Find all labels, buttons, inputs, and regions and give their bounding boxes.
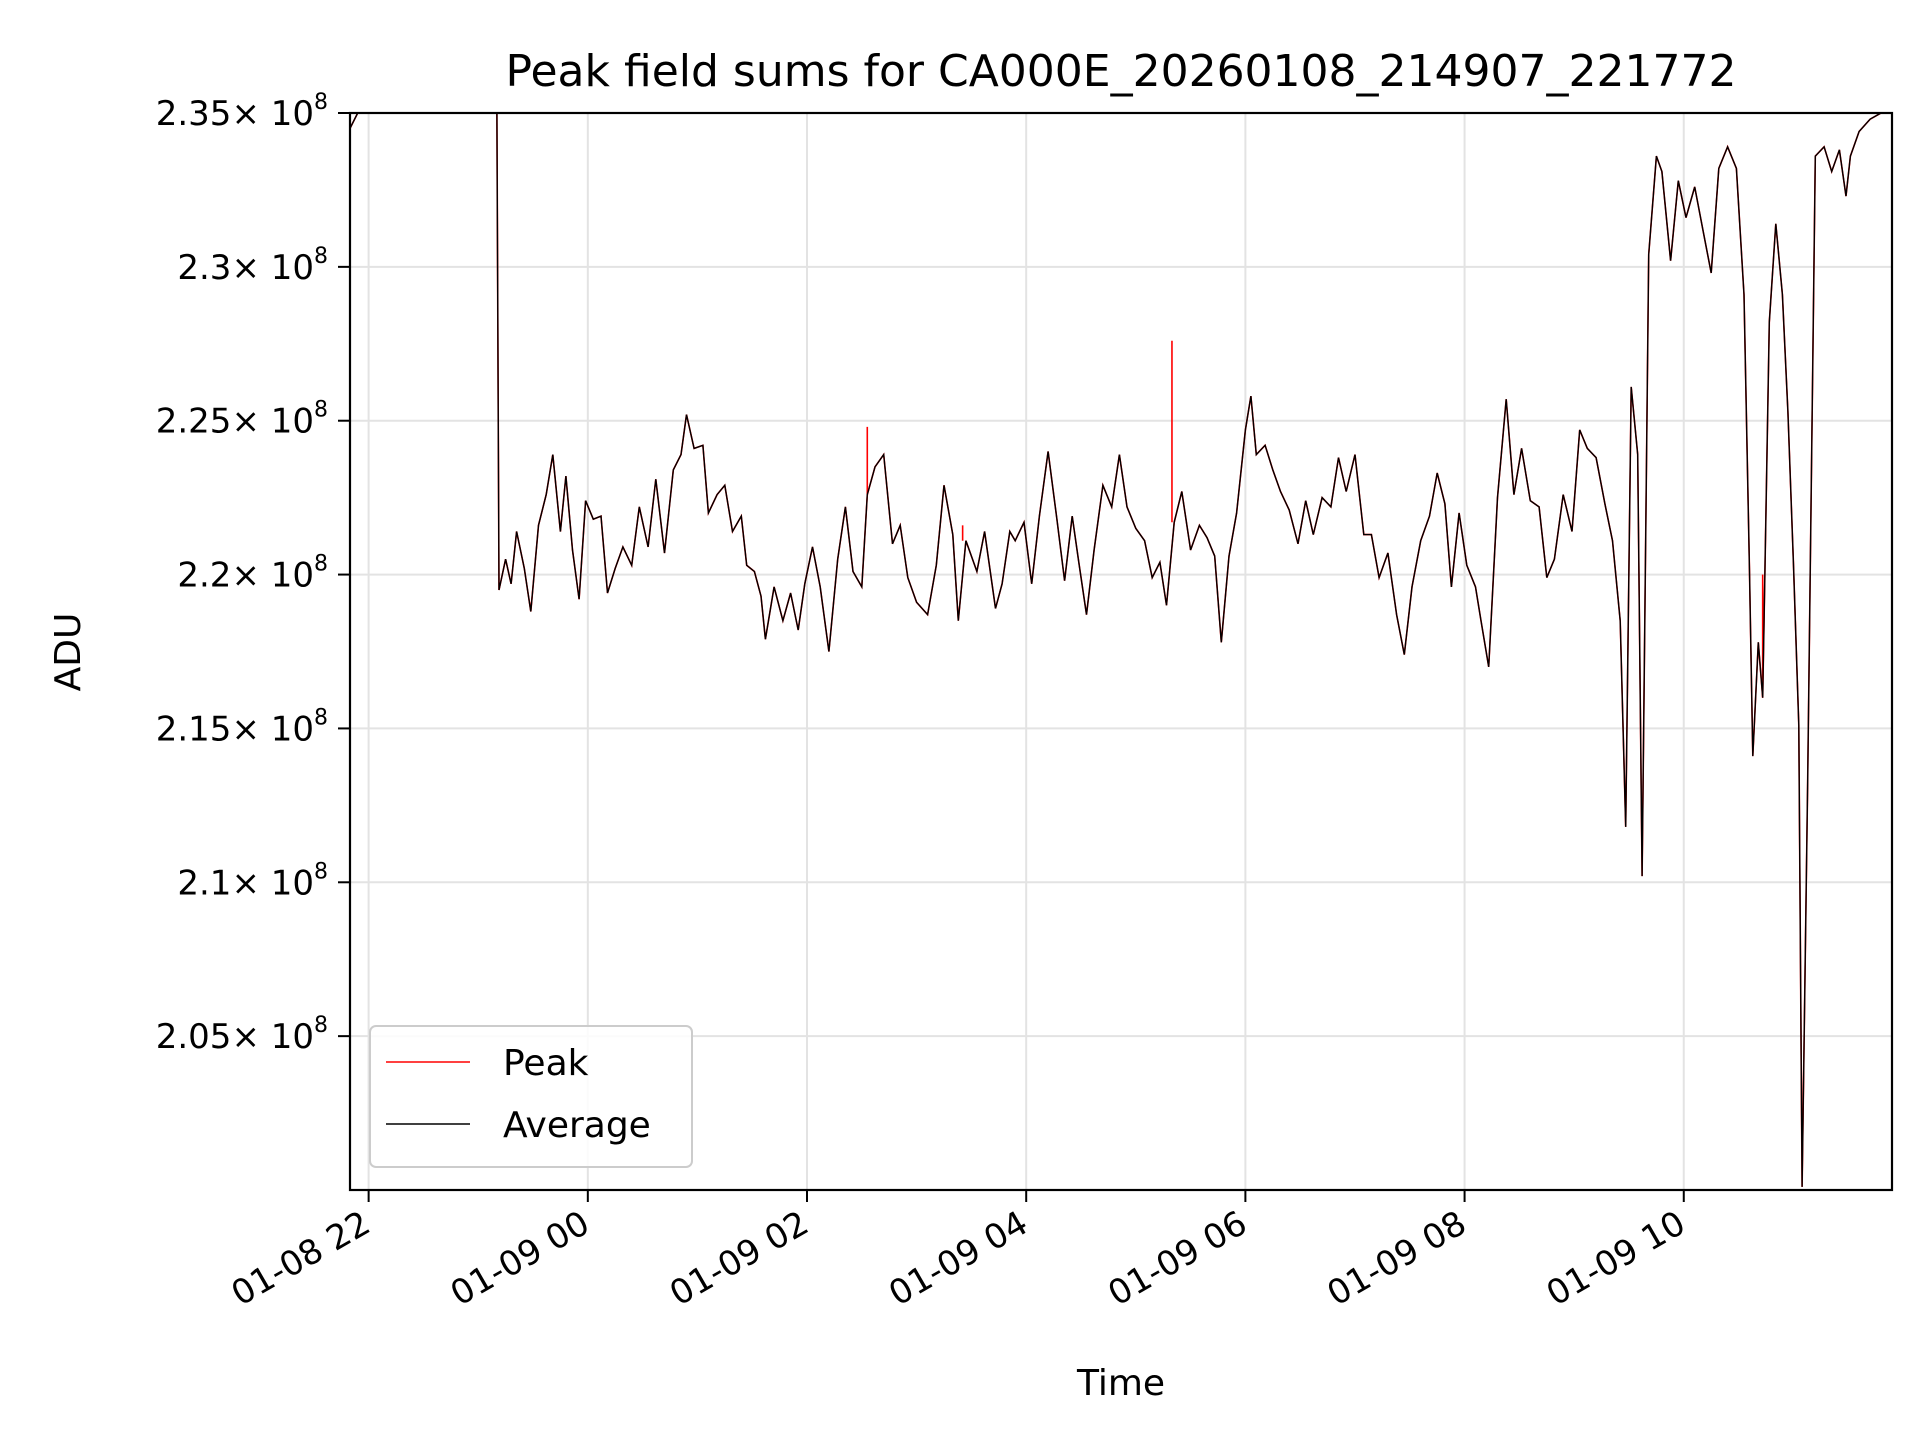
- chart-title: Peak field sums for CA000E_20260108_2149…: [506, 46, 1737, 97]
- y-tick-label: 2.1× 108: [177, 859, 328, 903]
- y-axis-ticks: 2.05× 108 2.1× 108 2.15× 108 2.2× 108 2.25× …: [156, 90, 350, 1057]
- y-tick-label: 2.2× 108: [177, 552, 328, 596]
- y-tick-label: 2.15× 108: [156, 705, 328, 749]
- y-tick-label: 2.25× 108: [156, 398, 328, 442]
- y-axis-label: ADU: [48, 613, 89, 692]
- plot-frame: [348, 111, 1894, 1192]
- y-tick-label: 2.3× 108: [177, 244, 328, 288]
- legend-label-peak: Peak: [503, 1043, 589, 1084]
- y-tick-label: 2.35× 108: [156, 90, 328, 134]
- legend-label-average: Average: [503, 1105, 651, 1146]
- x-axis-label: Time: [1076, 1363, 1165, 1404]
- series-lines: [349, 112, 1892, 1187]
- y-tick-label: 2.05× 108: [156, 1013, 328, 1057]
- series-line-average: [349, 112, 1892, 1187]
- legend: Peak Average: [369, 1025, 693, 1168]
